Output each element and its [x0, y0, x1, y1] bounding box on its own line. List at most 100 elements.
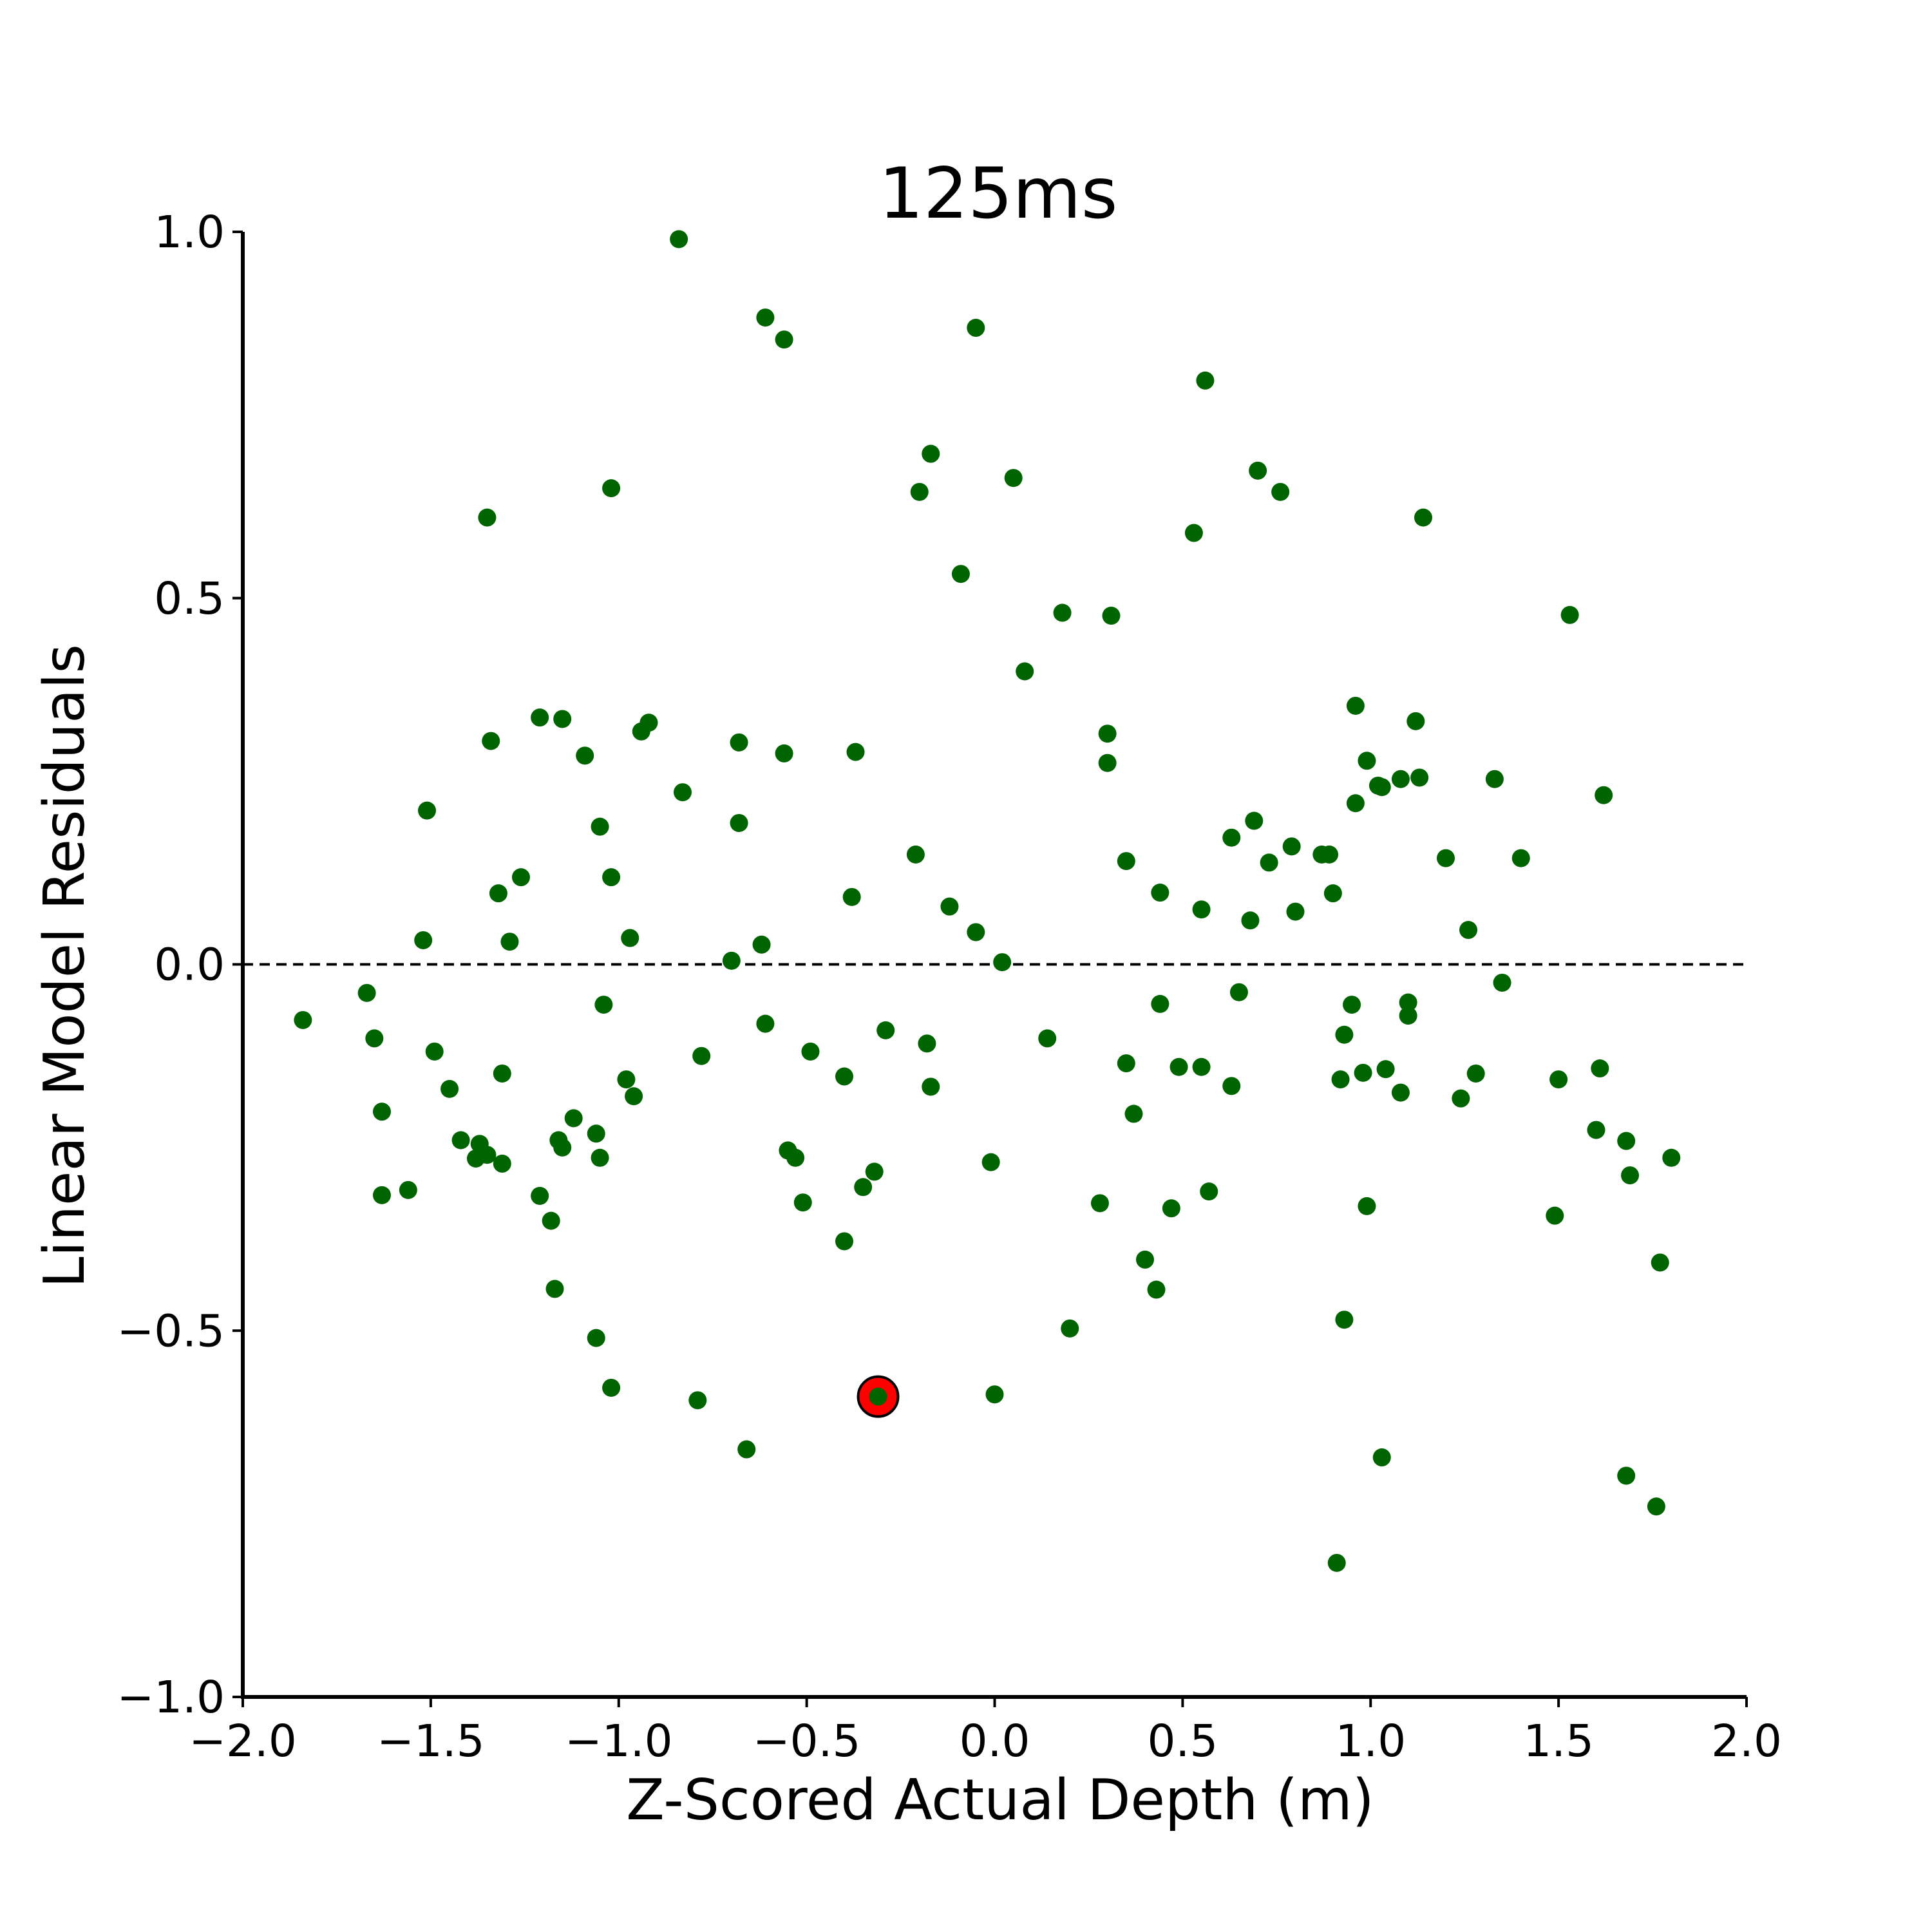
data-point [786, 1148, 805, 1167]
x-tick-label: 1.5 [1523, 1716, 1594, 1767]
data-point [1147, 1280, 1166, 1299]
data-point [1343, 996, 1361, 1014]
data-point [1452, 1089, 1470, 1108]
data-point [985, 1385, 1004, 1404]
data-point [1358, 1197, 1376, 1215]
data-point [1222, 1077, 1241, 1095]
data-point [1098, 753, 1117, 772]
data-point [835, 1067, 853, 1086]
data-point [1061, 1319, 1079, 1338]
data-point [1124, 1104, 1143, 1123]
data-point [365, 1029, 384, 1048]
data-point [1184, 524, 1203, 542]
data-point [1335, 1025, 1354, 1044]
x-tick-label: 1.0 [1335, 1716, 1406, 1767]
data-point [594, 996, 613, 1014]
data-point [1376, 1060, 1395, 1079]
data-point [1399, 1007, 1417, 1025]
data-point [1485, 770, 1504, 788]
data-point [1399, 993, 1417, 1012]
data-point [564, 1109, 583, 1128]
data-point [1098, 724, 1117, 743]
data-point [1346, 696, 1365, 715]
data-point [906, 845, 925, 864]
data-point [756, 308, 775, 327]
data-point [482, 732, 500, 750]
data-point [1354, 1063, 1372, 1082]
data-point [587, 1329, 605, 1347]
data-point [865, 1162, 884, 1181]
data-point [1151, 884, 1170, 902]
data-point [1200, 1182, 1218, 1201]
data-point [493, 1154, 511, 1173]
x-tick-label: −2.0 [189, 1716, 297, 1767]
data-point [500, 933, 519, 951]
data-point [1410, 768, 1429, 787]
data-point [493, 1064, 511, 1083]
data-point [922, 444, 940, 463]
data-point [591, 1148, 609, 1167]
data-point [775, 744, 793, 762]
y-tick-label: −1.0 [117, 1672, 225, 1723]
y-axis-label: Linear Model Residuals [32, 644, 97, 1288]
data-point [1617, 1132, 1636, 1150]
data-point [553, 710, 572, 728]
data-point [730, 813, 748, 832]
data-point [775, 330, 793, 349]
data-point [910, 482, 929, 501]
data-point [1241, 911, 1260, 930]
data-point [399, 1180, 417, 1199]
data-point [1260, 853, 1278, 872]
data-point [835, 1232, 853, 1251]
data-point [922, 1077, 940, 1096]
data-point [1282, 837, 1301, 856]
data-point [1151, 994, 1170, 1013]
y-tick-label: 1.0 [154, 207, 225, 258]
data-point [489, 884, 507, 903]
data-point [1391, 770, 1410, 788]
data-point [1346, 794, 1365, 813]
data-point [478, 508, 497, 527]
data-point [440, 1079, 459, 1098]
data-point [617, 1070, 636, 1089]
data-point [722, 951, 741, 970]
data-point [372, 1186, 391, 1204]
x-tick-label: −1.5 [377, 1716, 485, 1767]
data-point [1591, 1059, 1609, 1078]
y-tick-label: 0.5 [154, 573, 225, 625]
data-point [294, 1010, 312, 1029]
data-point [1271, 482, 1290, 501]
data-point [730, 733, 748, 752]
data-point [1192, 1057, 1211, 1076]
data-point [1136, 1250, 1154, 1269]
x-axis-label: Z-Scored Actual Depth (m) [626, 1767, 1374, 1833]
data-point [1222, 828, 1241, 847]
data-point [1560, 605, 1579, 624]
data-point [688, 1391, 707, 1410]
x-tick-label: 0.0 [960, 1716, 1030, 1767]
data-point [418, 801, 437, 820]
data-point [967, 319, 985, 337]
data-point [692, 1046, 711, 1065]
data-point [553, 1138, 572, 1157]
data-point [602, 868, 621, 887]
x-tick-label: −0.5 [753, 1716, 861, 1767]
data-point [854, 1178, 873, 1197]
data-point [1358, 752, 1376, 770]
data-point [869, 1387, 887, 1406]
data-point [639, 714, 658, 732]
data-point [478, 1146, 497, 1164]
data-point [451, 1131, 470, 1150]
data-point [1053, 603, 1072, 622]
data-point [981, 1153, 1000, 1171]
data-point [756, 1014, 775, 1033]
data-point [876, 1021, 895, 1039]
data-point [673, 783, 692, 802]
data-point [1493, 973, 1511, 992]
x-tick-label: 0.5 [1148, 1716, 1218, 1767]
data-point [1511, 849, 1530, 867]
data-point [576, 746, 594, 765]
data-point [1286, 902, 1305, 921]
data-point [940, 897, 959, 916]
data-point [918, 1034, 936, 1053]
